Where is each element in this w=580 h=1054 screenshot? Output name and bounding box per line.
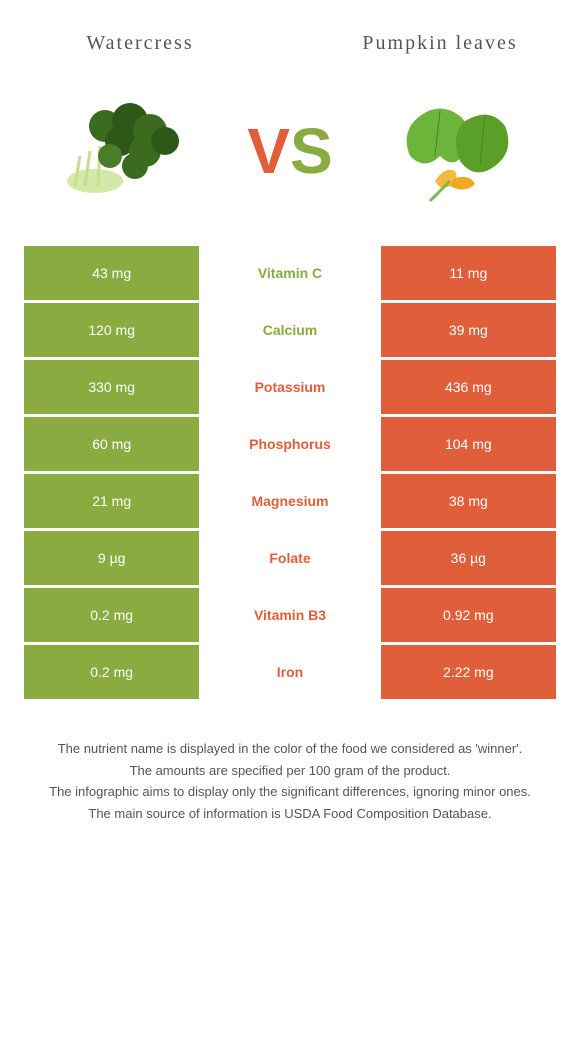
value-left: 120 mg <box>24 303 199 357</box>
nutrient-label: Phosphorus <box>202 417 377 471</box>
nutrient-label: Vitamin C <box>202 246 377 300</box>
value-left: 0.2 mg <box>24 588 199 642</box>
table-row: 330 mgPotassium436 mg <box>24 360 556 414</box>
nutrient-label: Calcium <box>202 303 377 357</box>
value-right: 36 µg <box>381 531 556 585</box>
footer-line: The nutrient name is displayed in the co… <box>30 739 550 759</box>
footer-line: The amounts are specified per 100 gram o… <box>30 761 550 781</box>
nutrient-label: Potassium <box>202 360 377 414</box>
value-left: 60 mg <box>24 417 199 471</box>
value-right: 2.22 mg <box>381 645 556 699</box>
vs-label: VS <box>247 114 332 188</box>
images-row: VS <box>20 76 560 246</box>
value-left: 330 mg <box>24 360 199 414</box>
footer-line: The infographic aims to display only the… <box>30 782 550 802</box>
footer-line: The main source of information is USDA F… <box>30 804 550 824</box>
table-row: 60 mgPhosphorus104 mg <box>24 417 556 471</box>
pumpkin-leaves-image <box>380 86 530 216</box>
vs-s: S <box>290 115 333 187</box>
table-row: 0.2 mgIron2.22 mg <box>24 645 556 699</box>
vs-v: V <box>247 115 290 187</box>
title-left: Watercress <box>40 30 240 56</box>
value-left: 43 mg <box>24 246 199 300</box>
table-row: 21 mgMagnesium38 mg <box>24 474 556 528</box>
header: Watercress Pumpkin leaves <box>20 20 560 76</box>
table-row: 9 µgFolate36 µg <box>24 531 556 585</box>
watercress-image <box>50 86 200 216</box>
value-right: 39 mg <box>381 303 556 357</box>
comparison-table: 43 mgVitamin C11 mg120 mgCalcium39 mg330… <box>20 246 560 699</box>
nutrient-label: Iron <box>202 645 377 699</box>
nutrient-label: Magnesium <box>202 474 377 528</box>
title-right: Pumpkin leaves <box>340 30 540 56</box>
value-right: 11 mg <box>381 246 556 300</box>
table-row: 0.2 mgVitamin B30.92 mg <box>24 588 556 642</box>
nutrient-label: Folate <box>202 531 377 585</box>
table-row: 120 mgCalcium39 mg <box>24 303 556 357</box>
value-left: 0.2 mg <box>24 645 199 699</box>
value-left: 21 mg <box>24 474 199 528</box>
value-right: 436 mg <box>381 360 556 414</box>
value-right: 0.92 mg <box>381 588 556 642</box>
value-left: 9 µg <box>24 531 199 585</box>
table-row: 43 mgVitamin C11 mg <box>24 246 556 300</box>
nutrient-label: Vitamin B3 <box>202 588 377 642</box>
footer-notes: The nutrient name is displayed in the co… <box>20 739 560 825</box>
value-right: 38 mg <box>381 474 556 528</box>
value-right: 104 mg <box>381 417 556 471</box>
